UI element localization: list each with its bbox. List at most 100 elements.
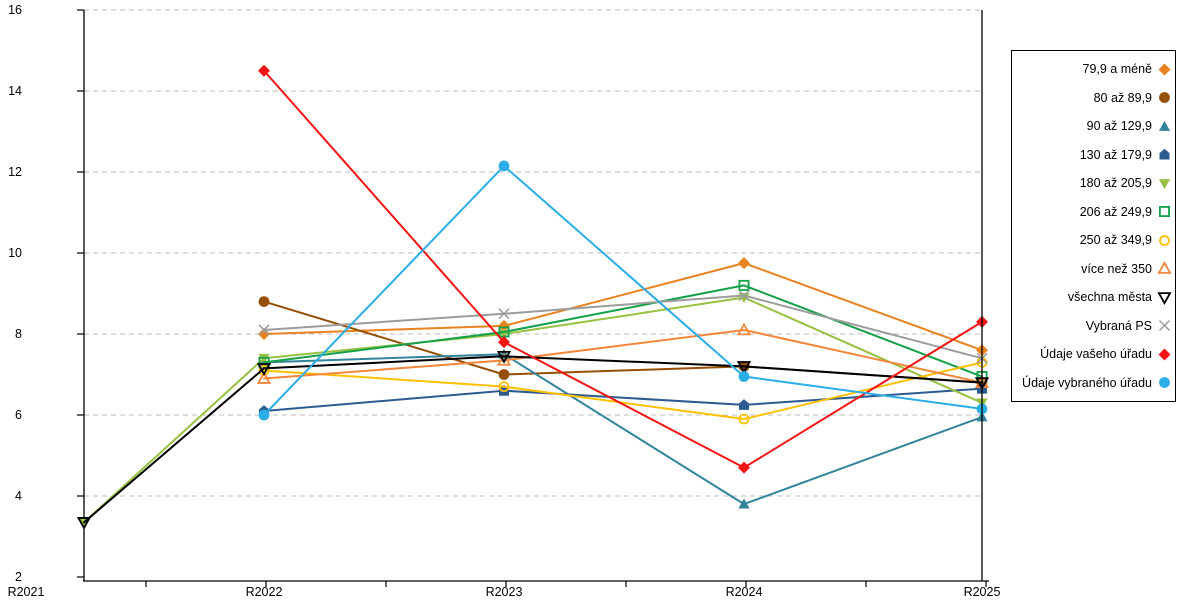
marker-diamond xyxy=(1158,63,1171,76)
x-label-R2023: R2023 xyxy=(486,585,523,599)
series-line-130-az-179-9 xyxy=(263,387,983,412)
legend-marker-circle-icon xyxy=(1157,375,1172,390)
x-label-R2021: R2021 xyxy=(8,585,45,599)
x-label-R2025: R2025 xyxy=(964,585,1001,599)
marker-diamond xyxy=(258,328,270,340)
legend-label: 90 až 129,9 xyxy=(1086,119,1152,134)
y-tick-label-2: 2 xyxy=(15,570,22,584)
y-tick-label-14: 14 xyxy=(8,84,22,98)
series-line-250-az-349-9 xyxy=(263,361,983,421)
legend-label: Údaje vybraného úřadu xyxy=(1022,375,1152,390)
legend-marker-triangle-down-icon xyxy=(1157,290,1172,305)
legend-item-180-az-205-9: 180 až 205,9 xyxy=(1012,169,1175,198)
marker-circle xyxy=(1159,377,1170,389)
legend-label: Údaje vašeho úřadu xyxy=(1040,347,1152,362)
legend-label: Vybraná PS xyxy=(1085,318,1152,333)
marker-circle xyxy=(1159,234,1170,246)
legend-item-90-az-129-9: 90 až 129,9 xyxy=(1012,112,1175,141)
marker-pentagon xyxy=(1159,148,1170,160)
y-tick-label-6: 6 xyxy=(15,408,22,422)
marker-diamond xyxy=(1158,348,1171,361)
marker-circle xyxy=(498,160,510,172)
legend-label: 79,9 a méně xyxy=(1082,62,1153,77)
legend-marker-circle-icon xyxy=(1157,90,1172,105)
series-line-180-az-205-9 xyxy=(83,296,983,524)
legend-label: 80 až 89,9 xyxy=(1093,90,1152,105)
marker-diamond xyxy=(498,336,510,349)
marker-triangle-down xyxy=(256,363,272,376)
marker-x xyxy=(498,308,510,320)
marker-circle xyxy=(1159,92,1170,104)
series-udaje-vybraneho-uradu xyxy=(258,160,988,421)
legend-item-udaje-vybraneho-uradu: Údaje vybraného úřadu xyxy=(1012,369,1175,398)
series-line-udaje-vaseho-uradu xyxy=(263,69,983,469)
legend-marker-triangle-down-icon xyxy=(1157,176,1172,191)
marker-triangle-up xyxy=(1158,120,1171,131)
marker-diamond xyxy=(258,64,270,77)
marker-diamond xyxy=(738,257,750,270)
x-label-R2022: R2022 xyxy=(246,585,283,599)
legend-label: všechna města xyxy=(1067,290,1152,305)
marker-x xyxy=(258,324,270,336)
marker-triangle-down xyxy=(1158,178,1171,189)
series-line-udaje-vybraneho-uradu xyxy=(263,164,983,416)
axes: 2 4 6 8 10 12 14 16 R2021 R2022 R2023 R2024 R2025 xyxy=(8,3,1001,599)
legend-marker-pentagon-icon xyxy=(1157,147,1172,162)
series-line-vice-nez-350 xyxy=(263,328,983,384)
marker-triangle-up xyxy=(496,352,512,366)
chart-legend: 79,9 a méně 80 až 89,9 90 až 129,9 130 až 1… xyxy=(1011,50,1176,402)
series-line-vybrana-ps xyxy=(263,294,983,360)
series-line-vsechna-mesta xyxy=(83,355,983,524)
marker-triangle-down xyxy=(76,517,92,530)
y-tick-label-12: 12 xyxy=(8,165,22,179)
marker-diamond xyxy=(498,319,510,332)
marker-x xyxy=(738,289,750,302)
y-tick-label-16: 16 xyxy=(8,3,22,17)
legend-marker-square-icon xyxy=(1157,204,1172,219)
legend-label: 180 až 205,9 xyxy=(1079,176,1152,191)
series-79-9-a-mene xyxy=(258,257,988,357)
legend-item-vybrana-ps: Vybraná PS xyxy=(1012,312,1175,341)
marker-circle xyxy=(498,381,510,393)
marker-circle xyxy=(738,371,750,382)
marker-circle xyxy=(738,413,750,425)
legend-marker-x-icon xyxy=(1157,318,1172,333)
legend-item-udaje-vaseho-uradu: Údaje vašeho úřadu xyxy=(1012,340,1175,369)
y-tick-label-8: 8 xyxy=(15,327,22,341)
marker-x xyxy=(1158,320,1171,332)
legend-label: 250 až 349,9 xyxy=(1079,233,1152,248)
marker-circle xyxy=(498,369,510,380)
legend-item-206-az-249-9: 206 až 249,9 xyxy=(1012,198,1175,227)
legend-marker-triangle-up-icon xyxy=(1157,119,1172,134)
legend-item-130-az-179-9: 130 až 179,9 xyxy=(1012,141,1175,170)
series-line-79-9-a-mene xyxy=(263,262,983,352)
legend-item-250-az-349-9: 250 až 349,9 xyxy=(1012,226,1175,255)
marker-circle xyxy=(258,409,270,421)
marker-triangle-up xyxy=(256,371,272,384)
legend-label: více než 350 xyxy=(1081,261,1152,276)
y-tick-label-10: 10 xyxy=(8,246,22,260)
marker-square xyxy=(258,356,270,368)
x-label-R2024: R2024 xyxy=(726,585,763,599)
series-vsechna-mesta xyxy=(76,350,990,530)
series-vybrana-ps xyxy=(258,289,988,364)
marker-pentagon xyxy=(739,399,749,410)
marker-square xyxy=(1159,206,1170,218)
marker-diamond xyxy=(738,461,750,474)
series-80-az-89-9 xyxy=(258,296,988,388)
marker-triangle-up xyxy=(738,498,750,509)
marker-triangle-down xyxy=(496,350,512,364)
legend-item-80-az-89-9: 80 až 89,9 xyxy=(1012,84,1175,113)
marker-triangle-down xyxy=(736,361,752,374)
legend-label: 206 až 249,9 xyxy=(1079,204,1152,219)
series-90-az-129-9 xyxy=(258,348,988,509)
legend-item-79-9-a-mene: 79,9 a méně xyxy=(1012,55,1175,84)
marker-circle xyxy=(258,296,270,307)
marker-triangle-down xyxy=(1157,291,1172,305)
legend-label: 130 až 179,9 xyxy=(1079,147,1152,162)
marker-triangle-up xyxy=(736,322,752,336)
legend-item-vsechna-mesta: všechna města xyxy=(1012,283,1175,312)
marker-triangle-down xyxy=(258,353,270,364)
series-line-90-az-129-9 xyxy=(263,353,983,506)
